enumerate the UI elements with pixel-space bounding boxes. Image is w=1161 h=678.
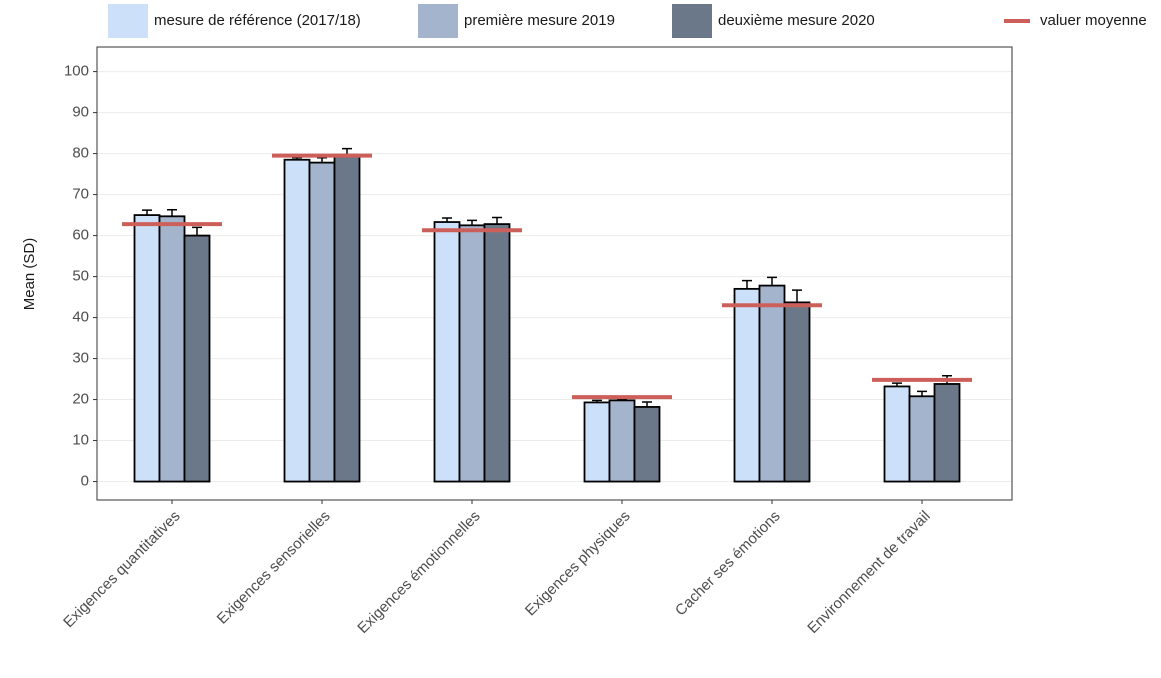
y-tick-label: 30 — [72, 350, 89, 367]
legend-swatch — [108, 4, 148, 38]
bar — [608, 399, 636, 483]
bar — [783, 301, 811, 483]
bar — [458, 224, 486, 483]
y-tick-label: 70 — [72, 186, 89, 203]
y-tick-label: 90 — [72, 104, 89, 121]
bar — [483, 223, 511, 483]
bar — [433, 221, 461, 483]
legend-label: première mesure 2019 — [464, 12, 615, 29]
bar — [283, 158, 311, 483]
y-tick-label: 10 — [72, 432, 89, 449]
error-bar — [192, 226, 202, 236]
bar — [333, 153, 361, 483]
error-bar — [767, 276, 777, 286]
bar — [633, 406, 661, 483]
bar — [758, 284, 786, 483]
legend-swatch — [672, 4, 712, 38]
bar — [933, 383, 961, 483]
y-axis-title: Mean (SD) — [21, 238, 38, 311]
y-tick-label: 100 — [64, 63, 89, 80]
legend-label: mesure de référence (2017/18) — [154, 12, 361, 29]
legend-swatch — [418, 4, 458, 38]
x-tick-label: Exigences sensorielles — [214, 508, 334, 628]
error-bar — [492, 216, 502, 225]
y-tick-label: 50 — [72, 268, 89, 285]
x-tick-label: Exigences émotionnelles — [354, 508, 483, 637]
bar — [133, 214, 161, 483]
bar — [733, 287, 761, 483]
bar — [583, 401, 611, 483]
bar — [183, 234, 211, 483]
y-tick-label: 0 — [81, 473, 89, 490]
bar — [908, 395, 936, 483]
error-bar — [792, 289, 802, 303]
y-tick-label: 80 — [72, 145, 89, 162]
y-tick-label: 40 — [72, 309, 89, 326]
bar — [308, 161, 336, 483]
x-tick-label: Environnement de travail — [804, 508, 933, 637]
error-bar — [742, 279, 752, 289]
legend-label: deuxième mesure 2020 — [718, 12, 875, 29]
legend-label: valuer moyenne — [1040, 12, 1147, 29]
panel-border — [96, 46, 1013, 501]
bar — [883, 385, 911, 483]
y-tick-label: 20 — [72, 391, 89, 408]
y-tick-label: 60 — [72, 227, 89, 244]
bar — [158, 215, 186, 483]
x-tick-label: Exigences quantitatives — [60, 508, 183, 631]
error-bar — [167, 209, 177, 217]
x-tick-label: Exigences physiques — [522, 508, 634, 620]
x-tick-label: Cacher ses émotions — [672, 508, 784, 620]
